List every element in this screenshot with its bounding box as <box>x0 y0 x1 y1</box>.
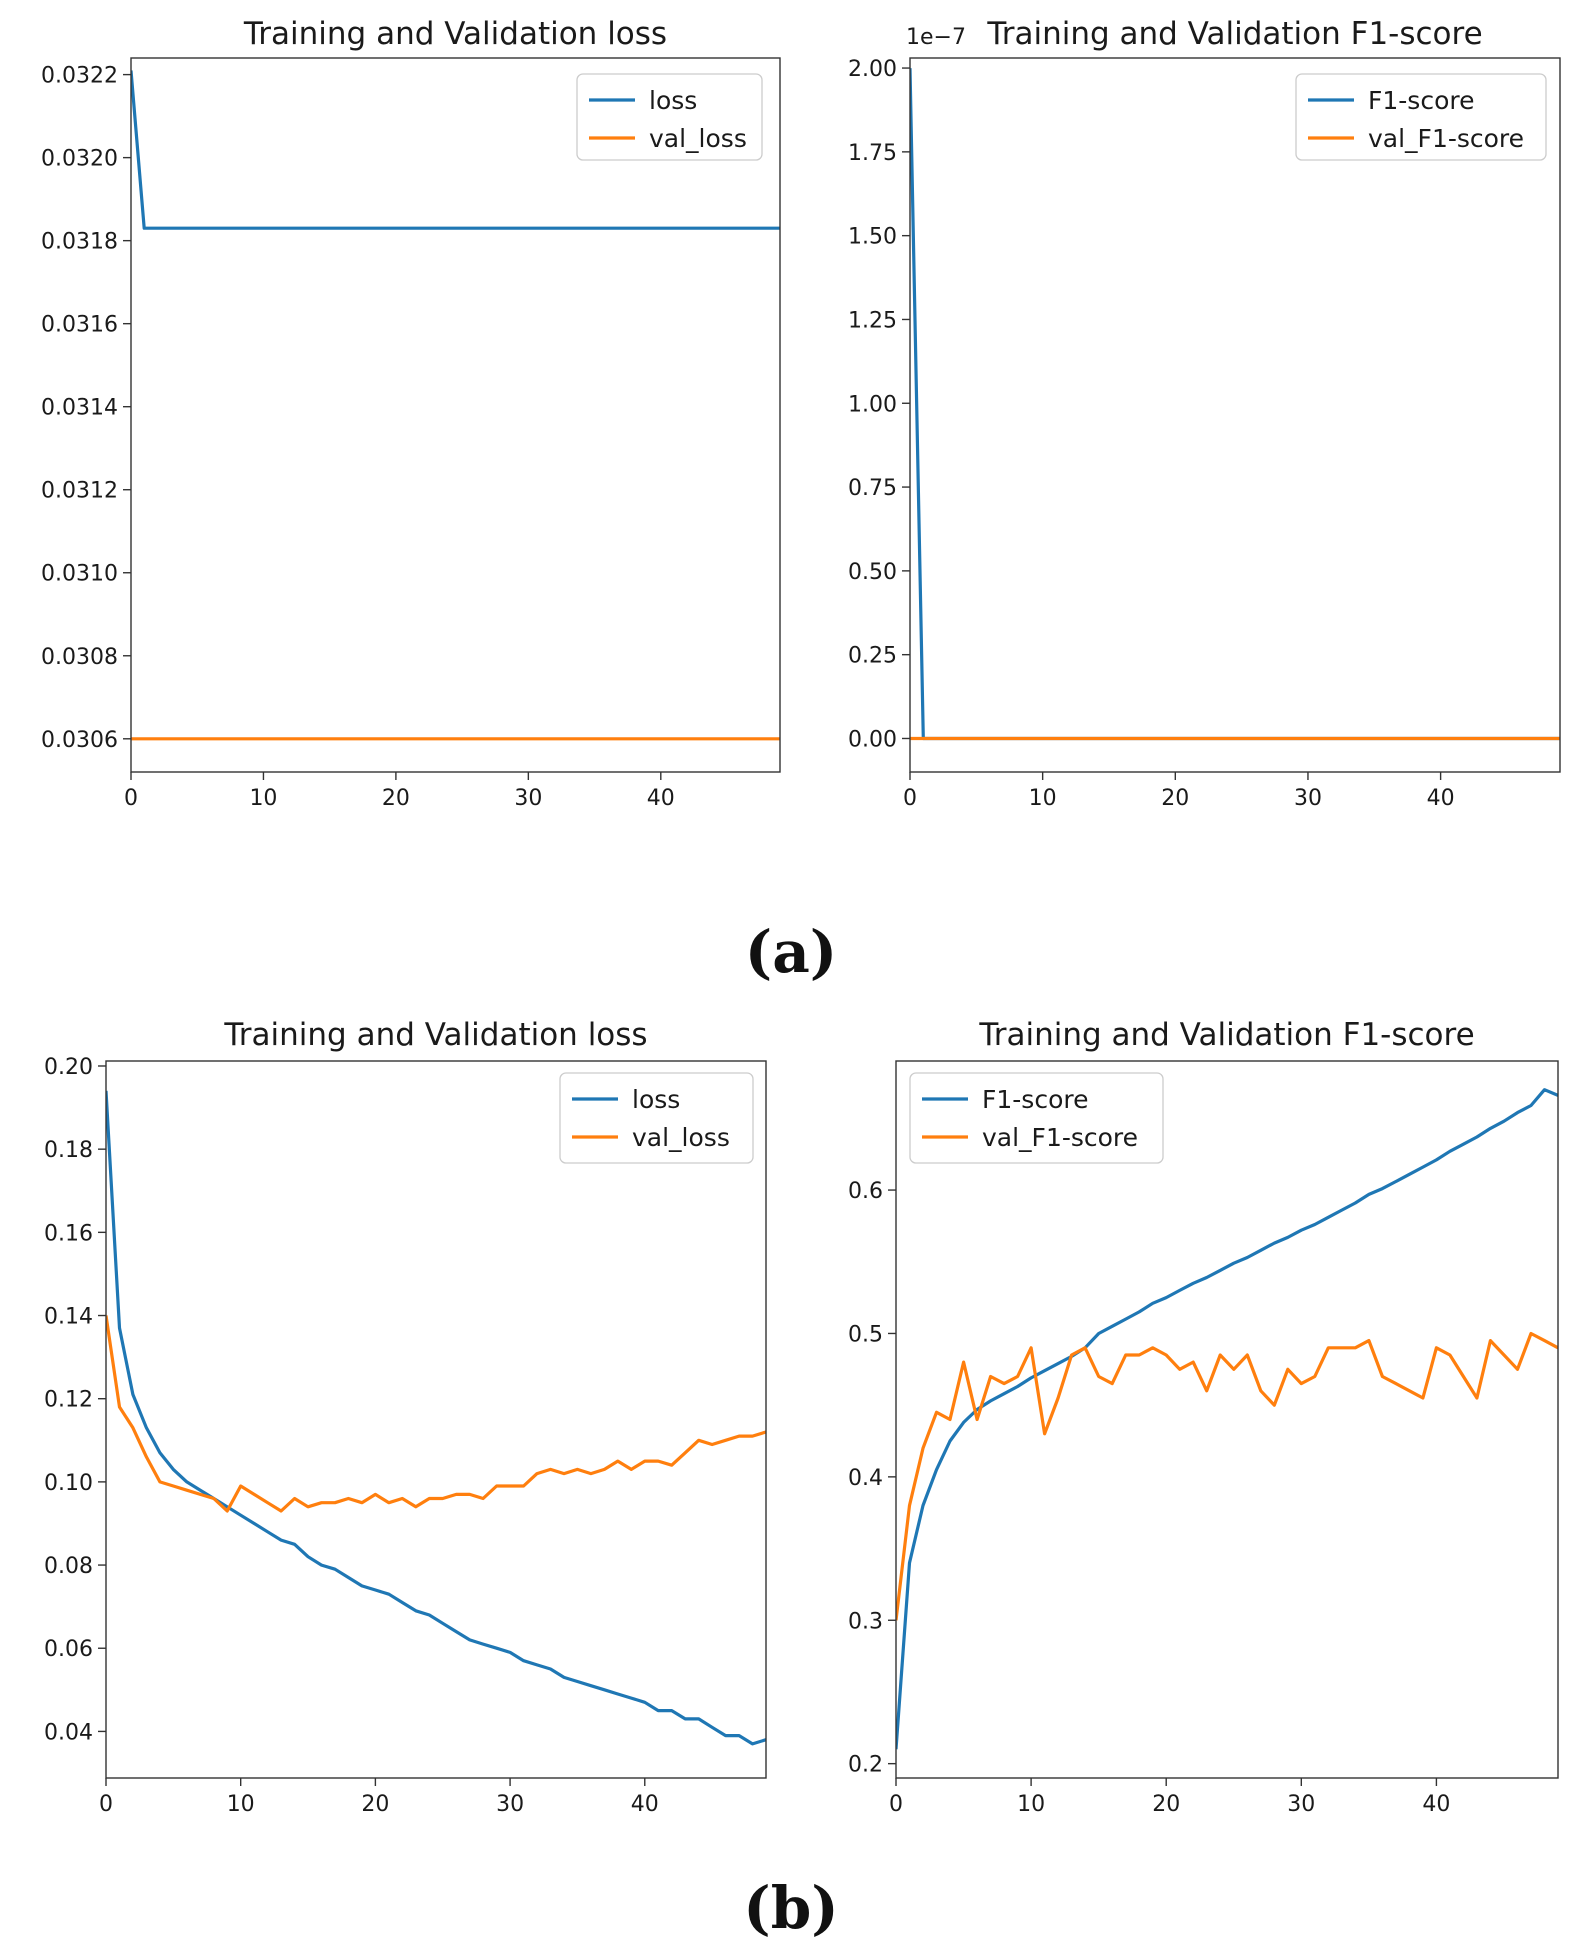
y-tick-label: 0.12 <box>44 1388 93 1413</box>
legend-label: loss <box>632 1085 680 1114</box>
y-tick-label: 0.25 <box>848 644 897 669</box>
chart-a-loss: Training and Validation loss 0 10 20 30 40 0.0… <box>41 16 781 811</box>
y-tick-label: 0.04 <box>44 1720 93 1745</box>
legend-label: loss <box>649 86 697 115</box>
y-tick-label: 0.0314 <box>41 396 118 421</box>
y-tick-label: 0.14 <box>44 1305 93 1330</box>
y-tick-label: 0.0316 <box>41 313 118 338</box>
x-tick-label: 10 <box>1017 1792 1045 1817</box>
x-tick-label: 10 <box>249 786 277 811</box>
chart-title: Training and Validation loss <box>243 16 667 52</box>
y-tick-label: 1.25 <box>848 308 897 333</box>
y-tick-label: 0.4 <box>848 1466 883 1491</box>
y-tick-label: 0.0308 <box>41 645 118 670</box>
y-tick-label: 0.18 <box>44 1138 93 1163</box>
x-tick-label: 20 <box>1161 786 1189 811</box>
y-tick-label: 1.00 <box>848 392 897 417</box>
chart-title: Training and Validation F1-score <box>986 16 1482 52</box>
y-tick-label: 0.10 <box>44 1471 93 1496</box>
legend-box <box>559 1072 754 1164</box>
x-tick-label: 0 <box>889 1792 903 1817</box>
x-tick-label: 0 <box>124 786 138 811</box>
legend-label: val_F1-score <box>982 1123 1138 1152</box>
y-tick-label: 0.0306 <box>41 728 118 753</box>
y-tick-label: 1.50 <box>848 225 897 250</box>
panel-label-b: (b) <box>743 1874 838 1942</box>
legend-box <box>1295 73 1547 161</box>
x-tick-label: 30 <box>514 786 542 811</box>
legend-label: F1-score <box>982 1085 1088 1114</box>
y-tick-label: 0.0322 <box>41 64 118 89</box>
series-line-loss <box>131 70 780 230</box>
chart-b-f1: Training and Validation F1-score 0 10 20 30 4… <box>848 1017 1559 1817</box>
x-tick-label: 30 <box>496 1792 524 1817</box>
chart-title: Training and Validation loss <box>223 1017 647 1053</box>
legend-label: val_loss <box>632 1123 730 1152</box>
series-line-loss <box>106 1090 766 1746</box>
y-tick-label: 0.3 <box>848 1609 883 1634</box>
x-tick-label: 10 <box>227 1792 255 1817</box>
x-tick-label: 30 <box>1294 786 1322 811</box>
y-tick-label: 0.0312 <box>41 479 118 504</box>
y-tick-label: 1.75 <box>848 141 897 166</box>
x-tick-label: 0 <box>903 786 917 811</box>
x-tick-label: 20 <box>382 786 410 811</box>
y-tick-label: 2.00 <box>848 57 897 82</box>
y-tick-label: 0.50 <box>848 560 897 585</box>
series-line-f1-score <box>910 68 1560 741</box>
series-line-f1-score <box>896 1088 1558 1750</box>
y-tick-label: 0.20 <box>44 1055 93 1080</box>
panel-label-a: (a) <box>745 918 837 986</box>
offset-text: 1e−7 <box>906 25 966 50</box>
y-tick-label: 0.08 <box>44 1554 93 1579</box>
y-tick-label: 0.0318 <box>41 230 118 255</box>
chart-a-f1: Training and Validation F1-score 1e−7 0 10 2… <box>848 16 1561 811</box>
legend-label: val_F1-score <box>1368 124 1524 153</box>
x-tick-label: 20 <box>361 1792 389 1817</box>
y-tick-label: 0.75 <box>848 476 897 501</box>
legend-box <box>909 1072 1164 1164</box>
legend-label: val_loss <box>649 124 747 153</box>
x-tick-label: 0 <box>99 1792 113 1817</box>
axes-frame <box>895 1060 1559 1779</box>
series-line-val-f1-score <box>896 1331 1558 1621</box>
axes-frame <box>130 57 781 773</box>
x-tick-label: 40 <box>647 786 675 811</box>
x-tick-label: 40 <box>1427 786 1455 811</box>
x-tick-label: 40 <box>1422 1792 1450 1817</box>
y-tick-label: 0.6 <box>848 1179 883 1204</box>
y-tick-label: 0.16 <box>44 1221 93 1246</box>
y-tick-label: 0.06 <box>44 1637 93 1662</box>
x-tick-label: 30 <box>1287 1792 1315 1817</box>
chart-title: Training and Validation F1-score <box>978 1017 1474 1053</box>
x-tick-label: 20 <box>1152 1792 1180 1817</box>
y-tick-label: 0.0320 <box>41 147 118 172</box>
axes-frame <box>909 57 1561 773</box>
series-line-val-loss <box>106 1315 766 1513</box>
chart-b-loss: Training and Validation loss 0 10 20 30 40 0.0… <box>44 1017 767 1817</box>
y-tick-label: 0.5 <box>848 1322 883 1347</box>
x-tick-label: 40 <box>631 1792 659 1817</box>
y-tick-label: 0.00 <box>848 727 897 752</box>
y-tick-label: 0.2 <box>848 1753 883 1778</box>
y-tick-label: 0.0310 <box>41 562 118 587</box>
legend-label: F1-score <box>1368 86 1474 115</box>
axes-frame <box>105 1060 767 1779</box>
x-tick-label: 10 <box>1029 786 1057 811</box>
